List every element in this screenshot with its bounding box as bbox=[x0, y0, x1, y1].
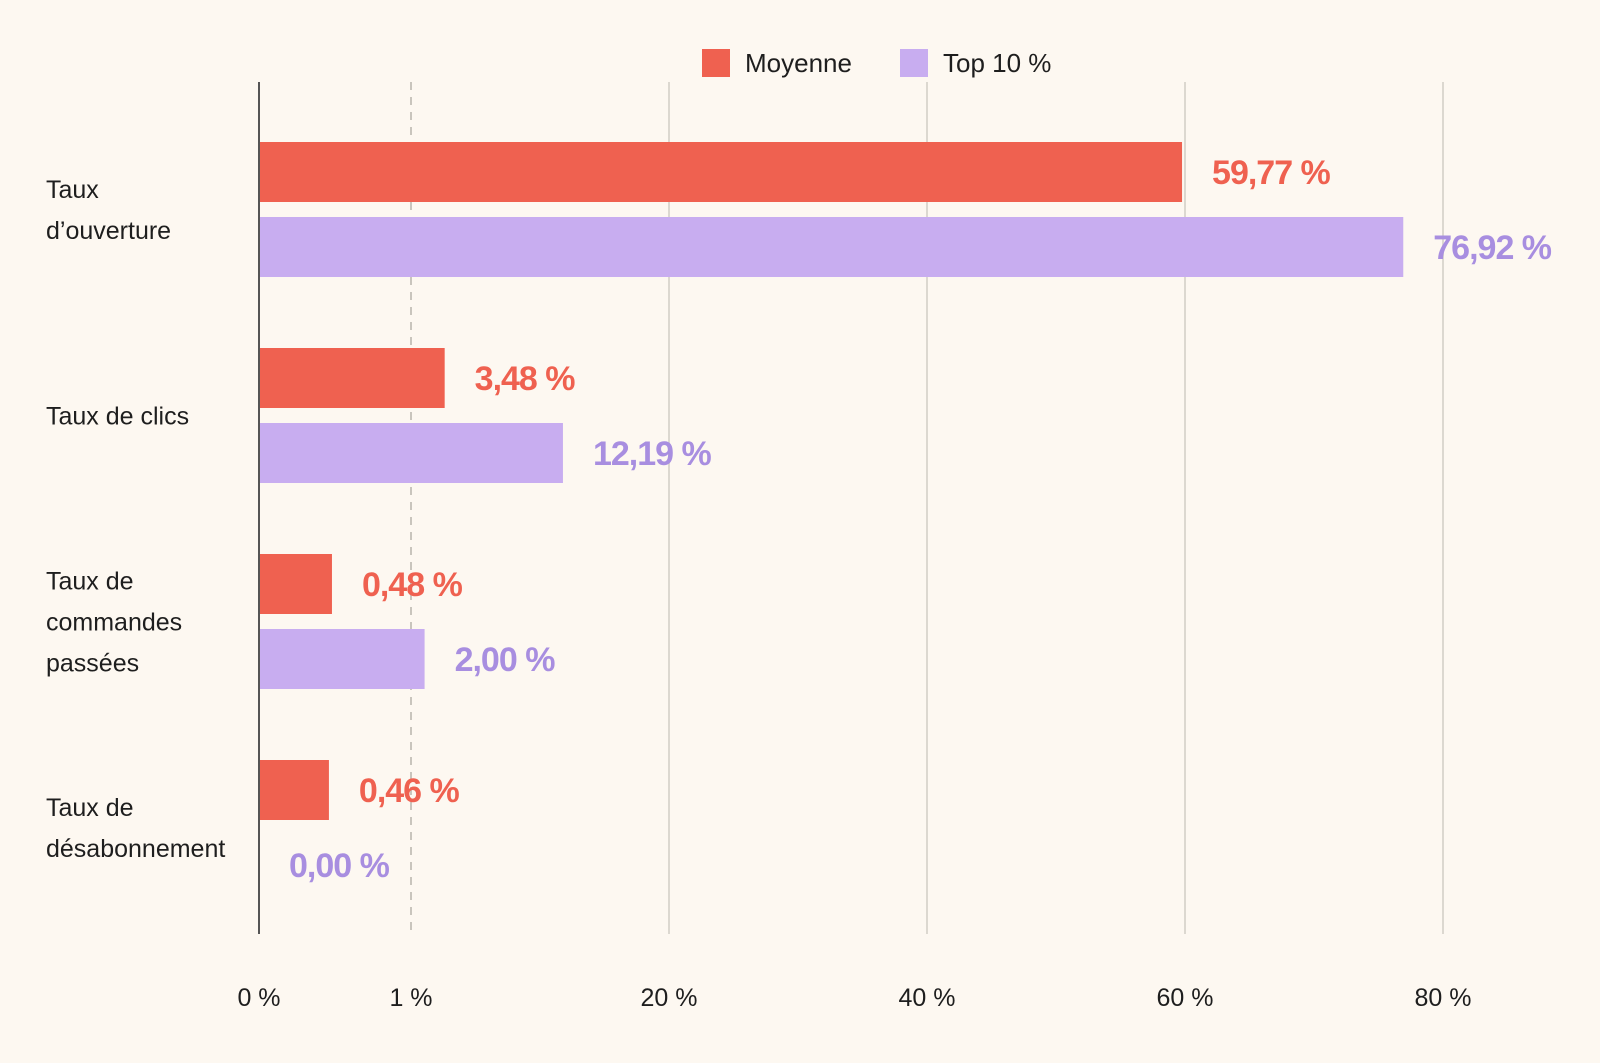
x-tick-label: 80 % bbox=[1415, 984, 1472, 1012]
bar-moyenne-1 bbox=[259, 348, 445, 408]
category-label-3: Taux de désabonnement bbox=[46, 794, 225, 863]
legend-label-moyenne: Moyenne bbox=[745, 48, 852, 78]
category-label-line: Taux bbox=[46, 176, 99, 204]
category-label-0: Taux d’ouverture bbox=[46, 176, 171, 245]
category-label-line: passées bbox=[46, 650, 139, 678]
bar-moyenne-0 bbox=[259, 142, 1183, 202]
x-tick-label: 20 % bbox=[641, 984, 698, 1012]
bar-moyenne-2 bbox=[259, 554, 332, 614]
category-label-line: Taux de bbox=[46, 794, 134, 822]
data-label: 12,19 % bbox=[593, 435, 712, 473]
data-label: 2,00 % bbox=[455, 641, 556, 679]
category-label-line: commandes bbox=[46, 609, 182, 637]
legend-swatch-moyenne bbox=[702, 49, 730, 77]
legend-swatch-top10 bbox=[900, 49, 928, 77]
category-label-line: Taux de clics bbox=[46, 403, 189, 431]
x-tick-label: 40 % bbox=[899, 984, 956, 1012]
data-label: 0,48 % bbox=[362, 566, 463, 604]
legend: Moyenne Top 10 % bbox=[702, 48, 1051, 78]
category-label-2: Taux de commandes passées bbox=[46, 568, 182, 678]
category-label-line: désabonnement bbox=[46, 835, 225, 863]
data-label: 59,77 % bbox=[1212, 154, 1331, 192]
category-label-1: Taux de clics bbox=[46, 403, 189, 431]
bars bbox=[259, 142, 1404, 820]
bar-top10-1 bbox=[259, 423, 563, 483]
category-label-line: Taux de bbox=[46, 568, 134, 596]
data-label: 0,46 % bbox=[359, 772, 460, 810]
data-label: 76,92 % bbox=[1433, 229, 1552, 267]
x-tick-label: 60 % bbox=[1157, 984, 1214, 1012]
category-label-line: d’ouverture bbox=[46, 217, 171, 245]
bar-top10-0 bbox=[259, 217, 1404, 277]
bar-top10-2 bbox=[259, 629, 425, 689]
legend-label-top10: Top 10 % bbox=[943, 48, 1051, 78]
data-label: 0,00 % bbox=[289, 847, 390, 885]
data-label: 3,48 % bbox=[475, 360, 576, 398]
x-tick-label: 0 % bbox=[237, 984, 280, 1012]
x-tick-label: 1 % bbox=[389, 984, 432, 1012]
bar-moyenne-3 bbox=[259, 760, 329, 820]
labels: 0 % 1 % 20 % 40 % 60 % 80 % 59,77 % 76,92 % Taux… bbox=[46, 154, 1553, 1012]
